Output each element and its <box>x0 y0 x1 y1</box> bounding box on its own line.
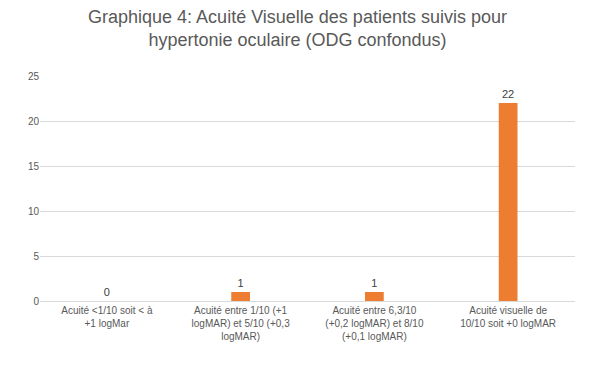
svg-text:0: 0 <box>104 286 110 298</box>
svg-text:Acuité visuelle de10/10 soit +: Acuité visuelle de10/10 soit +0 logMAR <box>460 305 556 329</box>
svg-text:Acuité <1/10 soit < à+1 logMar: Acuité <1/10 soit < à+1 logMar <box>61 305 153 329</box>
svg-text:20: 20 <box>28 116 40 127</box>
svg-text:15: 15 <box>28 161 40 172</box>
svg-text:25: 25 <box>28 71 40 82</box>
svg-text:22: 22 <box>502 88 514 100</box>
svg-text:10: 10 <box>28 206 40 217</box>
svg-text:1: 1 <box>371 277 377 289</box>
svg-text:1: 1 <box>238 277 244 289</box>
svg-text:0: 0 <box>33 296 39 307</box>
svg-text:Acuité entre 1/10 (+1logMAR) e: Acuité entre 1/10 (+1logMAR) et 5/10 (+0… <box>192 305 291 342</box>
svg-text:Acuité entre 6,3/10(+0,2 logMA: Acuité entre 6,3/10(+0,2 logMAR) et 8/10… <box>325 305 424 342</box>
svg-text:Graphique 4: Acuité Visuelle d: Graphique 4: Acuité Visuelle des patient… <box>88 7 507 50</box>
svg-text:5: 5 <box>33 251 39 262</box>
